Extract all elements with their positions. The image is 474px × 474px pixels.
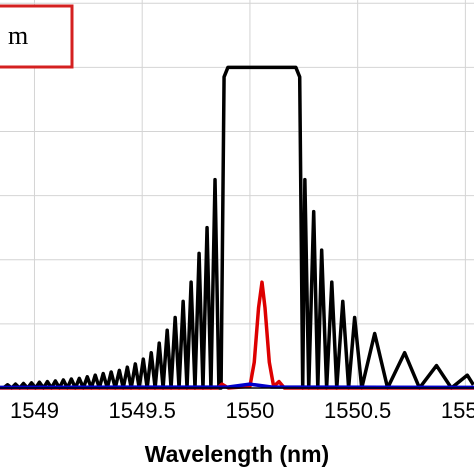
legend-box xyxy=(0,4,74,69)
x-tick-label: 1550 xyxy=(225,398,274,423)
x-tick-label: 1550.5 xyxy=(324,398,391,423)
lines xyxy=(0,65,474,390)
series-line xyxy=(2,65,474,390)
series-line xyxy=(0,280,474,390)
legend-text: m xyxy=(8,21,28,50)
x-tick-label: 1551 xyxy=(441,398,474,423)
series-line xyxy=(0,382,474,390)
x-tick-label: 1549 xyxy=(10,398,59,423)
x-axis-label: Wavelength (nm) xyxy=(145,441,329,467)
ticks: 1549 1549.5 1550 1550.5 1551 xyxy=(10,398,474,423)
x-tick-label: 1549.5 xyxy=(109,398,176,423)
